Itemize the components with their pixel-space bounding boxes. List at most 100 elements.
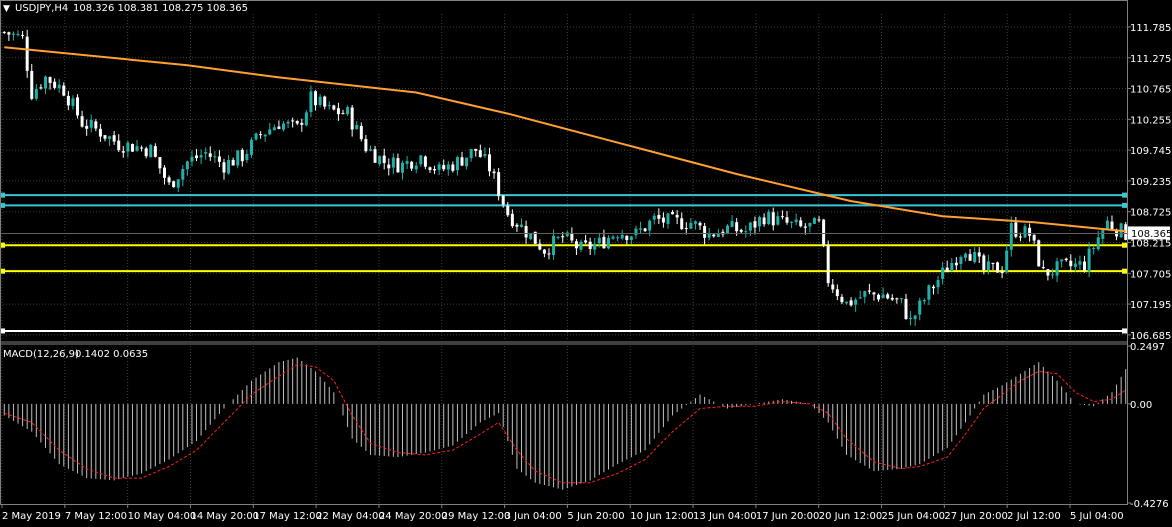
line-handle-right[interactable] — [1122, 328, 1127, 334]
candle-body — [616, 237, 620, 239]
candle-body — [1124, 224, 1128, 240]
candle-body — [53, 81, 57, 88]
candle-body — [1009, 223, 1013, 250]
candle-body — [368, 149, 372, 151]
candle-body — [639, 228, 643, 230]
candle-body — [451, 164, 455, 171]
x-tick-label: 27 Jun 20:00 — [944, 511, 1008, 522]
candle-body — [1041, 267, 1045, 269]
candle-body — [231, 159, 235, 166]
candle-body — [533, 231, 537, 244]
candle-body — [790, 221, 794, 223]
candle-body — [314, 91, 318, 106]
candle-body — [378, 156, 382, 165]
candle-body — [634, 228, 638, 236]
candle-body — [877, 294, 881, 300]
candle-body — [693, 221, 697, 224]
candle-body — [799, 220, 803, 227]
candle-body — [748, 222, 752, 231]
candle-body — [291, 120, 295, 122]
macd-signal-line — [4, 363, 1126, 484]
y-tick-label: 108.215 — [1130, 239, 1171, 250]
y-tick-label: 106.685 — [1130, 331, 1171, 342]
candle-body — [245, 153, 249, 160]
candle-body — [964, 253, 968, 258]
candle-body — [25, 36, 29, 71]
candle-body — [831, 284, 835, 290]
line-handle-right[interactable] — [1122, 192, 1127, 198]
candle-body — [794, 219, 798, 223]
candle-body — [945, 267, 949, 273]
candle-body — [419, 155, 423, 165]
candle-body — [89, 119, 93, 128]
candle-body — [117, 140, 121, 151]
line-handle-right[interactable] — [1122, 202, 1127, 208]
candle-body — [845, 301, 848, 304]
candle-body — [556, 236, 560, 238]
candle-body — [236, 150, 240, 166]
x-tick-label: 7 May 12:00 — [65, 511, 127, 522]
x-tick-label: 2 May 2019 — [2, 511, 61, 522]
candle-body — [753, 221, 757, 228]
candle-body — [442, 165, 446, 170]
grid — [0, 14, 1128, 503]
candle-body — [1055, 261, 1059, 276]
candle-body — [1023, 226, 1027, 238]
candle-body — [126, 142, 130, 152]
macd-pane[interactable] — [3, 357, 1127, 490]
chart-menu-icon[interactable]: ▼ — [3, 4, 10, 14]
x-tick-label: 14 May 20:00 — [190, 511, 259, 522]
candle-body — [977, 252, 981, 257]
candle-body — [227, 159, 231, 174]
x-tick-label: 29 May 12:00 — [442, 511, 511, 522]
candle-body — [606, 237, 610, 249]
candle-body — [401, 162, 405, 173]
candle-body — [611, 236, 615, 239]
candle-body — [1014, 222, 1018, 237]
candle-body — [428, 167, 432, 170]
candle-body — [725, 225, 729, 234]
line-handle-right[interactable] — [1122, 242, 1127, 248]
candle-body — [996, 262, 1000, 273]
macd-y-tick-label: 0.2497 — [1130, 342, 1165, 353]
candle-body — [282, 123, 285, 130]
candle-body — [130, 143, 134, 152]
x-tick-label: 13 Jun 04:00 — [693, 511, 757, 522]
candle-body — [410, 161, 414, 169]
candle-body — [506, 205, 510, 216]
candle-body — [21, 35, 25, 37]
plot-frame — [0, 0, 1128, 505]
candle-body — [584, 240, 588, 243]
candle-body — [336, 108, 340, 115]
candle-body — [515, 224, 519, 227]
candle-body — [85, 125, 89, 129]
line-handle-right[interactable] — [1122, 268, 1127, 274]
candle-body — [474, 148, 478, 151]
candle-body — [268, 129, 272, 135]
macd-y-tick-label: 0.00 — [1130, 400, 1152, 411]
candle-body — [249, 139, 253, 155]
x-tick-label: 25 Jun 04:00 — [882, 511, 946, 522]
macd-y-tick-label: -0.4276 — [1130, 499, 1169, 510]
candle-body — [153, 146, 157, 157]
candle-body — [858, 297, 862, 299]
candle-body — [986, 261, 990, 271]
candle-body — [648, 220, 652, 231]
moving-average-line — [4, 46, 1126, 233]
candle-body — [826, 244, 830, 284]
line-handle-left[interactable] — [0, 192, 5, 198]
line-handle-left[interactable] — [0, 242, 5, 248]
candle-body — [657, 214, 661, 219]
line-handle-left[interactable] — [0, 328, 5, 334]
line-handle-left[interactable] — [0, 202, 5, 208]
line-handle-left[interactable] — [0, 268, 5, 274]
candle-body — [382, 155, 386, 164]
candle-body — [524, 226, 528, 238]
candle-body — [135, 146, 139, 151]
candle-body — [176, 179, 180, 188]
candle-body — [1000, 271, 1004, 274]
candle-body — [510, 213, 514, 227]
macd-header: MACD(12,26,9) 0.1402 0.0635 — [3, 349, 148, 360]
price-pane[interactable] — [0, 29, 1128, 334]
